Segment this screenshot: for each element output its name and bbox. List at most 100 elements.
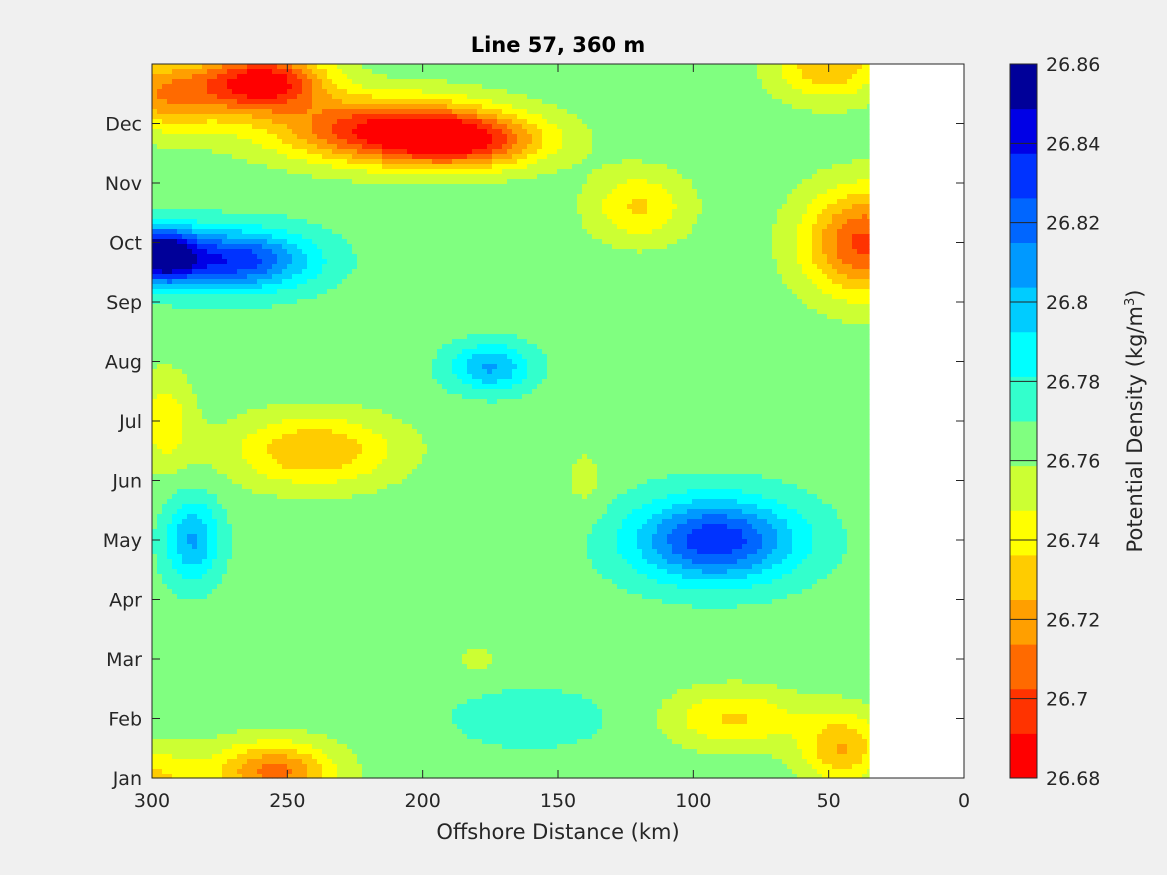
heatmap-cell: [352, 179, 358, 185]
heatmap-cell: [672, 119, 678, 125]
heatmap-cell: [607, 219, 613, 225]
heatmap-cell: [847, 144, 853, 150]
heatmap-cell: [707, 74, 713, 80]
heatmap-cell: [157, 139, 163, 145]
heatmap-cell: [857, 169, 863, 175]
heatmap-cell: [642, 174, 648, 180]
heatmap-cell: [312, 179, 318, 185]
heatmap-cell: [777, 189, 783, 195]
heatmap-cell: [777, 69, 783, 75]
heatmap-cell: [407, 219, 413, 225]
heatmap-cell: [857, 204, 863, 210]
heatmap-cell: [377, 164, 383, 170]
heatmap-cell: [312, 184, 318, 190]
heatmap-cell: [747, 129, 753, 135]
heatmap-cell: [472, 134, 478, 140]
heatmap-cell: [372, 64, 378, 70]
heatmap-cell: [347, 149, 353, 155]
heatmap-cell: [412, 144, 418, 150]
heatmap-cell: [437, 134, 443, 140]
heatmap-cell: [707, 204, 713, 210]
heatmap-cell: [787, 119, 793, 125]
heatmap-cell: [757, 139, 763, 145]
heatmap-cell: [827, 189, 833, 195]
heatmap-cell: [227, 124, 233, 130]
heatmap-cell: [162, 109, 168, 115]
heatmap-cell: [232, 204, 238, 210]
heatmap-cell: [822, 74, 828, 80]
heatmap-cell: [467, 64, 473, 70]
heatmap-cell: [707, 184, 713, 190]
heatmap-cell: [312, 64, 318, 70]
heatmap-cell: [637, 129, 643, 135]
heatmap-cell: [577, 64, 583, 70]
heatmap-cell: [307, 209, 313, 215]
heatmap-cell: [462, 119, 468, 125]
heatmap-cell: [747, 104, 753, 110]
heatmap-cell: [732, 114, 738, 120]
heatmap-cell: [752, 229, 758, 235]
heatmap-cell: [422, 224, 428, 230]
heatmap-cell: [742, 134, 748, 140]
heatmap-cell: [192, 99, 198, 105]
heatmap-cell: [642, 114, 648, 120]
heatmap-cell: [842, 119, 848, 125]
heatmap-cell: [492, 74, 498, 80]
heatmap-cell: [767, 224, 773, 230]
heatmap-cell: [327, 199, 333, 205]
heatmap-cell: [432, 214, 438, 220]
heatmap-cell: [332, 94, 338, 100]
heatmap-cell: [482, 104, 488, 110]
heatmap-cell: [347, 209, 353, 215]
heatmap-cell: [622, 119, 628, 125]
heatmap-cell: [572, 184, 578, 190]
heatmap-cell: [277, 169, 283, 175]
heatmap-cell: [607, 124, 613, 130]
heatmap-cell: [237, 199, 243, 205]
heatmap-cell: [707, 149, 713, 155]
heatmap-cell: [757, 69, 763, 75]
heatmap-cell: [842, 84, 848, 90]
heatmap-cell: [552, 139, 558, 145]
heatmap-cell: [152, 109, 158, 115]
heatmap-cell: [167, 224, 173, 230]
heatmap-cell: [387, 169, 393, 175]
heatmap-cell: [337, 174, 343, 180]
heatmap-cell: [577, 109, 583, 115]
heatmap-cell: [772, 109, 778, 115]
heatmap-cell: [197, 169, 203, 175]
heatmap-cell: [832, 204, 838, 210]
heatmap-cell: [252, 64, 258, 70]
heatmap-cell: [537, 139, 543, 145]
heatmap-cell: [857, 94, 863, 100]
heatmap-cell: [637, 224, 643, 230]
heatmap-cell: [462, 199, 468, 205]
heatmap-cell: [297, 169, 303, 175]
heatmap-cell: [477, 179, 483, 185]
heatmap-cell: [332, 89, 338, 95]
heatmap-cell: [442, 114, 448, 120]
heatmap-cell: [352, 189, 358, 195]
heatmap-cell: [737, 69, 743, 75]
heatmap-cell: [642, 109, 648, 115]
heatmap-cell: [152, 194, 158, 200]
heatmap-cell: [602, 99, 608, 105]
heatmap-cell: [257, 179, 263, 185]
heatmap-cell: [722, 74, 728, 80]
heatmap-cell: [552, 154, 558, 160]
heatmap-cell: [862, 139, 868, 145]
heatmap-cell: [262, 174, 268, 180]
heatmap-cell: [752, 124, 758, 130]
heatmap-cell: [307, 74, 313, 80]
heatmap-cell: [522, 214, 528, 220]
heatmap-cell: [732, 159, 738, 165]
heatmap-cell: [492, 209, 498, 215]
heatmap-cell: [772, 89, 778, 95]
heatmap-cell: [672, 99, 678, 105]
heatmap-cell: [267, 174, 273, 180]
heatmap-cell: [822, 94, 828, 100]
heatmap-cell: [602, 234, 608, 240]
heatmap-cell: [532, 69, 538, 75]
heatmap-cell: [557, 109, 563, 115]
heatmap-cell: [162, 219, 168, 225]
